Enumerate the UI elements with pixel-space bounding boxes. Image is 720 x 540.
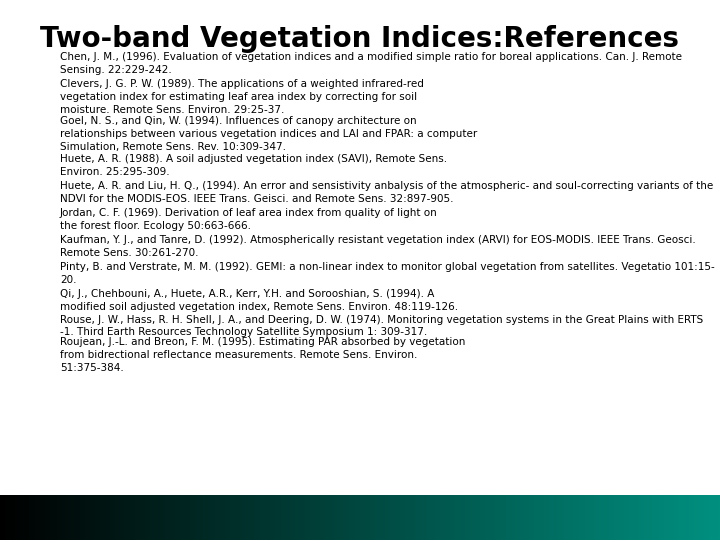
- Text: Chen, J. M., (1996). Evaluation of vegetation indices and a modified simple rati: Chen, J. M., (1996). Evaluation of veget…: [60, 52, 682, 75]
- Text: Roujean, J.-L. and Breon, F. M. (1995). Estimating PAR absorbed by vegetation
fr: Roujean, J.-L. and Breon, F. M. (1995). …: [60, 337, 465, 373]
- Text: Jordan, C. F. (1969). Derivation of leaf area index from quality of light on
the: Jordan, C. F. (1969). Derivation of leaf…: [60, 208, 438, 231]
- Text: Two-band Vegetation Indices:References: Two-band Vegetation Indices:References: [40, 25, 680, 53]
- Text: Kaufman, Y. J., and Tanre, D. (1992). Atmospherically resistant vegetation index: Kaufman, Y. J., and Tanre, D. (1992). At…: [60, 235, 696, 258]
- Text: Huete, A. R. and Liu, H. Q., (1994). An error and sensistivity anbalysis of the : Huete, A. R. and Liu, H. Q., (1994). An …: [60, 181, 714, 204]
- Text: Clevers, J. G. P. W. (1989). The applications of a weighted infrared-red
vegetat: Clevers, J. G. P. W. (1989). The applica…: [60, 79, 424, 114]
- Text: Goel, N. S., and Qin, W. (1994). Influences of canopy architecture on
relationsh: Goel, N. S., and Qin, W. (1994). Influen…: [60, 117, 477, 152]
- Text: Qi, J., Chehbouni, A., Huete, A.R., Kerr, Y.H. and Sorooshian, S. (1994). A
modi: Qi, J., Chehbouni, A., Huete, A.R., Kerr…: [60, 289, 703, 338]
- Text: Pinty, B. and Verstrate, M. M. (1992). GEMI: a non-linear index to monitor globa: Pinty, B. and Verstrate, M. M. (1992). G…: [60, 262, 715, 285]
- Text: Huete, A. R. (1988). A soil adjusted vegetation index (SAVI), Remote Sens.
Envir: Huete, A. R. (1988). A soil adjusted veg…: [60, 154, 447, 177]
